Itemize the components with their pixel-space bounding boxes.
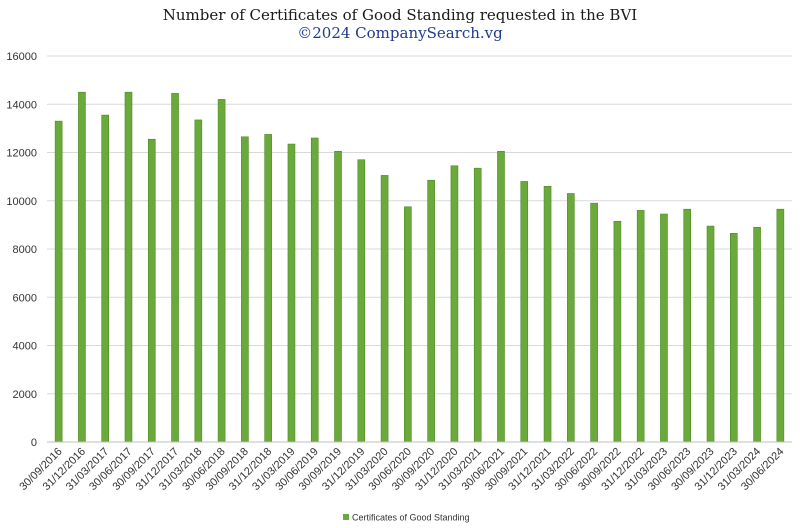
bar: [636, 210, 645, 443]
bar: [567, 193, 575, 443]
y-tick-label: 2000: [13, 389, 37, 401]
bar: [543, 185, 552, 443]
y-tick-label: 12000: [6, 148, 37, 160]
bar: [101, 114, 110, 443]
y-tick-label: 14000: [6, 99, 37, 111]
bar: [776, 208, 785, 443]
legend: Certificates of Good Standing: [343, 513, 470, 523]
bar: [380, 175, 389, 443]
bars: [54, 91, 785, 443]
bar: [171, 93, 179, 443]
y-tick-label: 4000: [13, 341, 37, 353]
bar: [264, 134, 272, 443]
y-axis-ticks: 0 2000 4000 6000 8000 10000 12000 14000 16000: [6, 51, 37, 449]
y-tick-label: 0: [31, 437, 37, 449]
bar: [334, 150, 342, 443]
chart-subtitle: ©2024 CompanySearch.vg: [297, 24, 503, 42]
bar: [124, 91, 133, 443]
bar: [497, 150, 505, 443]
bar: [404, 206, 412, 443]
bar: [590, 202, 598, 443]
y-tick-label: 6000: [13, 292, 37, 304]
bar: [310, 137, 319, 443]
chart-title: Number of Certificates of Good Standing …: [163, 6, 638, 24]
bar: [683, 208, 692, 443]
bar: [520, 181, 529, 443]
y-tick-label: 16000: [6, 51, 37, 63]
bar: [78, 91, 86, 443]
bar: [729, 233, 738, 443]
y-tick-label: 8000: [13, 244, 37, 256]
bar: [753, 226, 761, 443]
bar: [147, 138, 156, 443]
bar: [194, 119, 203, 443]
bar: [287, 143, 296, 443]
x-axis-ticks: 30/09/201631/12/201631/03/201730/06/2017…: [17, 446, 786, 493]
bar: [427, 179, 435, 443]
bar: [613, 220, 622, 443]
bar: [450, 165, 459, 443]
bar: [357, 159, 366, 443]
bar: [660, 213, 668, 443]
bar: [241, 136, 249, 443]
legend-swatch: [343, 514, 349, 520]
bar: [473, 167, 482, 443]
bar: [217, 99, 226, 443]
bar: [54, 120, 63, 443]
y-tick-label: 10000: [6, 196, 37, 208]
legend-label: Certificates of Good Standing: [352, 513, 470, 523]
gridlines: [47, 55, 792, 395]
bar: [706, 225, 715, 443]
